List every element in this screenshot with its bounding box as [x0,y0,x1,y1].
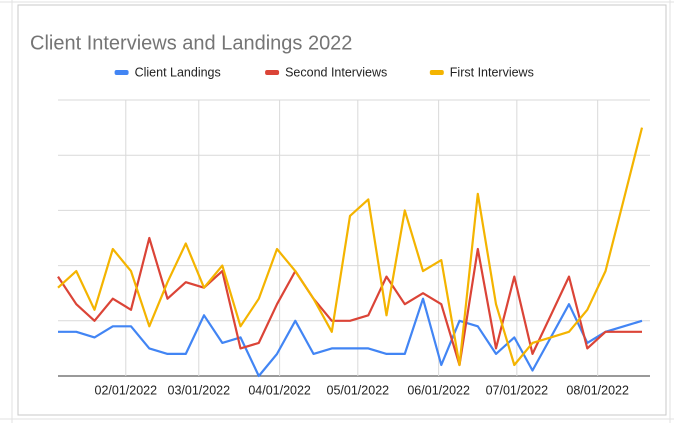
x-tick-label: 04/01/2022 [248,383,311,397]
legend-label: Client Landings [135,65,221,79]
x-tick-label: 02/01/2022 [95,383,158,397]
x-tick-label: 05/01/2022 [327,383,390,397]
series-line [57,127,644,367]
legend-label: First Interviews [450,65,534,79]
legend-swatch [114,70,129,75]
x-tick-label: 07/01/2022 [486,383,549,397]
legend: Client Landings Second Interviews First In… [114,65,534,79]
x-tick-label: 03/01/2022 [168,383,231,397]
legend-label: Second Interviews [285,65,387,79]
x-tick-label: 06/01/2022 [407,383,470,397]
legend-swatch [429,70,444,75]
series-line [57,236,642,367]
chart-title: Client Interviews and Landings 2022 [30,32,352,54]
legend-swatch [265,70,280,75]
x-tick-label: 08/01/2022 [566,383,629,397]
series-line [58,297,643,378]
